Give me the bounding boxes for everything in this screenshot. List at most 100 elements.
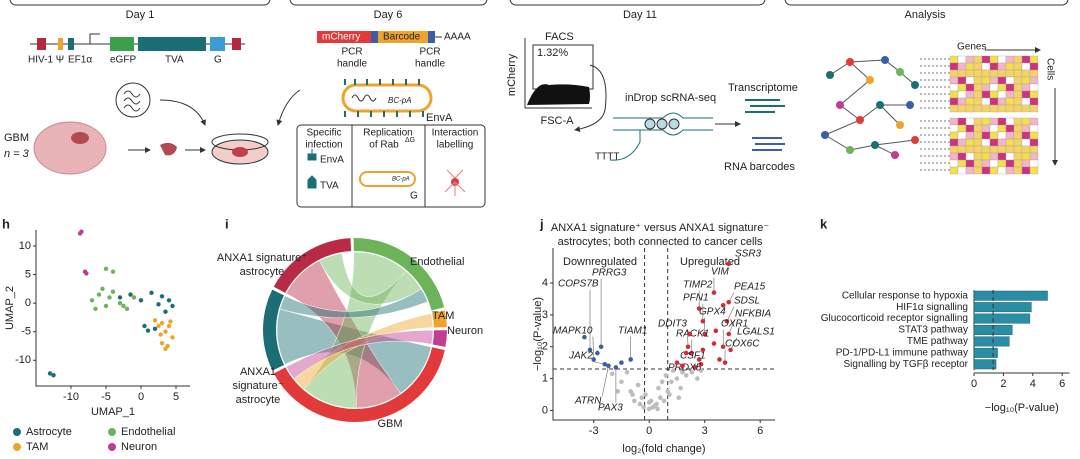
heat-cell	[1029, 166, 1039, 175]
point	[159, 294, 165, 299]
gene-label: VIM	[711, 267, 729, 278]
point	[687, 331, 693, 337]
point	[619, 360, 624, 365]
heat-cell	[965, 166, 975, 175]
heat-cell	[997, 166, 1007, 175]
box-title: infection	[305, 140, 342, 151]
heat-cell	[989, 76, 999, 85]
heat-cell	[949, 117, 959, 126]
virion-small	[359, 171, 416, 187]
heat-cell	[989, 159, 999, 168]
heat-cell	[997, 145, 1007, 154]
transcriptome-label: Transcriptome	[728, 82, 798, 94]
heat-cell	[1029, 69, 1039, 78]
point	[689, 350, 695, 356]
heat-cell	[981, 131, 991, 140]
category-label: Neuron	[447, 325, 483, 337]
box-title: Replication	[363, 128, 412, 139]
box-title: labelling	[437, 140, 474, 151]
point	[669, 379, 674, 385]
heat-cell	[1021, 62, 1031, 71]
point	[158, 332, 163, 337]
egfp-box	[110, 37, 134, 51]
heat-cell	[989, 138, 999, 147]
x-tick-label: -3	[589, 425, 599, 437]
x-tick-label: 0	[646, 425, 652, 437]
point	[656, 385, 661, 391]
legend-swatch	[108, 428, 116, 436]
gene-label: LGALS1	[737, 327, 775, 338]
point	[728, 347, 733, 353]
category-label: astrocyte	[236, 394, 281, 406]
heat-cell	[997, 131, 1007, 140]
enva-icon	[307, 149, 317, 161]
point	[683, 373, 689, 378]
panel-letters: h i j k	[2, 216, 828, 231]
point	[628, 357, 633, 362]
heat-cell	[989, 166, 999, 175]
y-tick-label: -10	[15, 354, 31, 366]
x-tick-label: 0	[971, 378, 977, 390]
superscript: ΔG	[405, 137, 415, 144]
bc-pa: BC-pA	[388, 96, 412, 105]
heat-cell	[973, 131, 983, 140]
gene-label: PEA15	[734, 282, 766, 293]
tree-edge	[849, 61, 871, 81]
heat-cell	[1021, 76, 1031, 85]
tree-node	[826, 71, 834, 79]
leader-line	[728, 319, 736, 335]
heat-cell	[1021, 138, 1031, 147]
heat-cell	[989, 62, 999, 71]
heat-cell	[997, 69, 1007, 78]
bar	[973, 336, 1010, 347]
gene-label: COPS7B	[558, 279, 599, 290]
tree-node	[891, 151, 899, 159]
stage-frame	[784, 0, 1069, 6]
tree-edge	[824, 134, 851, 151]
vector-label: EF1α	[68, 55, 92, 66]
heat-cell	[997, 117, 1007, 126]
point	[159, 340, 165, 346]
facs-label: FACS	[545, 31, 574, 43]
tree-node	[836, 101, 844, 109]
chord-ribbon	[285, 329, 434, 380]
tree-edge	[839, 79, 871, 106]
y-tick-label: 1	[542, 372, 548, 384]
psi	[58, 38, 63, 50]
bar	[973, 290, 1048, 301]
ltr	[232, 38, 241, 50]
point	[667, 392, 672, 397]
category-label: GBM	[377, 418, 402, 430]
heat-cell	[1005, 69, 1015, 78]
heat-cell	[1021, 90, 1031, 99]
arrow	[159, 99, 206, 126]
gene-label: SSR3	[735, 249, 762, 260]
heat-cell	[1021, 159, 1031, 168]
heat-cell	[989, 131, 999, 140]
point	[110, 269, 116, 274]
heat-cell	[973, 62, 983, 71]
heat-cell	[1005, 62, 1015, 71]
tree-edge	[839, 104, 861, 121]
point	[670, 368, 676, 373]
tree-edge	[849, 144, 876, 151]
heat-cell	[965, 83, 975, 92]
handle-box	[371, 31, 378, 43]
heat-cell	[981, 76, 991, 85]
leader-line	[730, 337, 738, 351]
heat-cell	[1029, 55, 1039, 64]
gene-label: SDSL	[734, 296, 760, 307]
tree-node	[821, 131, 829, 139]
point	[726, 261, 732, 267]
chord-arc	[353, 238, 445, 311]
heat-cell	[1029, 138, 1039, 147]
heat-cell	[997, 124, 1007, 133]
point	[619, 379, 624, 385]
x-tick-label: 5	[173, 391, 179, 403]
y-axis-label: UMAP_2	[4, 286, 16, 330]
heat-cell	[1005, 145, 1015, 154]
gene-label: RACK1	[676, 329, 709, 340]
point	[96, 292, 102, 297]
heat-cell	[1013, 76, 1023, 85]
heat-cell	[997, 76, 1007, 85]
